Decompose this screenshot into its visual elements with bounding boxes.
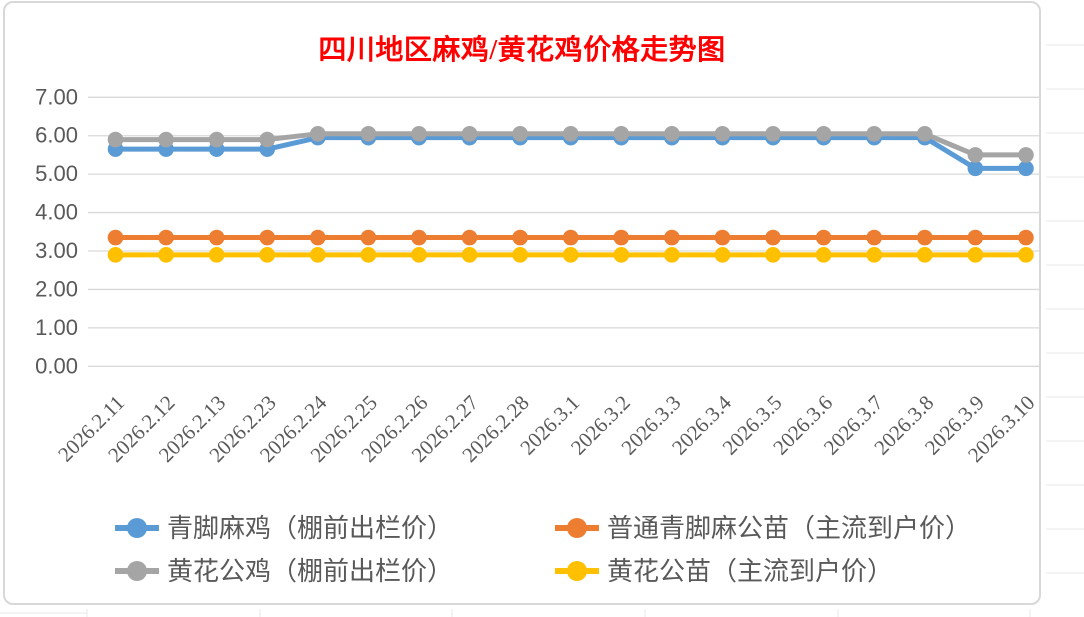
data-point <box>967 147 984 163</box>
legend-marker-icon <box>567 518 587 538</box>
gridlines <box>88 96 1040 367</box>
data-point <box>208 229 225 246</box>
legend: 青脚麻鸡（棚前出栏价） 普通青脚麻公苗（主流到户价） 黄花公鸡（棚前出栏价） 黄花公苗… <box>115 514 971 586</box>
legend-label: 青脚麻鸡（棚前出栏价） <box>167 514 453 543</box>
data-point <box>1018 160 1034 177</box>
data-point <box>967 247 984 263</box>
legend-label: 普通青脚麻公苗（主流到户价） <box>607 514 971 543</box>
data-point <box>259 229 276 246</box>
legend-marker-icon <box>567 561 587 581</box>
data-point <box>815 229 832 246</box>
y-axis-labels: 0.00 1.00 2.00 3.00 4.00 5.00 6.00 7.00 <box>35 84 78 378</box>
data-point <box>714 125 731 142</box>
x-axis-labels: 2026.2.112026.2.122026.2.132026.2.232026… <box>53 390 1039 467</box>
data-point <box>411 125 427 142</box>
data-point <box>664 229 680 246</box>
data-point <box>916 125 933 142</box>
data-point <box>562 229 579 246</box>
data-point <box>866 247 882 263</box>
legend-item-2: 黄花公鸡（棚前出栏价） <box>115 557 453 586</box>
data-point <box>158 247 174 263</box>
data-point <box>107 247 124 263</box>
data-point <box>310 125 326 142</box>
data-point <box>259 247 276 263</box>
data-point <box>664 125 680 142</box>
data-point <box>512 125 528 142</box>
data-point <box>866 125 882 142</box>
data-point <box>815 125 832 142</box>
data-point <box>714 229 731 246</box>
data-point <box>613 125 630 142</box>
spreadsheet-gridlines <box>0 44 1084 617</box>
data-point <box>765 247 781 263</box>
data-point <box>664 247 680 263</box>
y-tick-label: 5.00 <box>35 161 78 186</box>
legend-label: 黄花公鸡（棚前出栏价） <box>167 557 453 586</box>
data-point <box>765 229 781 246</box>
legend-item-3: 黄花公苗（主流到户价） <box>555 557 893 586</box>
legend-item-1: 普通青脚麻公苗（主流到户价） <box>555 514 971 543</box>
data-point <box>107 131 124 148</box>
data-point <box>208 131 225 148</box>
series-line-2 <box>107 125 1034 163</box>
data-point <box>158 131 174 148</box>
data-point <box>411 229 427 246</box>
data-point <box>158 229 174 246</box>
data-point <box>107 229 124 246</box>
data-point <box>1018 147 1034 163</box>
data-point <box>613 247 630 263</box>
data-point <box>310 247 326 263</box>
data-point <box>765 125 781 142</box>
y-tick-label: 2.00 <box>35 276 78 301</box>
data-point <box>613 229 630 246</box>
data-point <box>967 229 984 246</box>
data-point <box>714 247 731 263</box>
chart-title: 四川地区麻鸡/黄花鸡价格走势图 <box>318 35 726 66</box>
data-point <box>208 247 225 263</box>
data-point <box>512 229 528 246</box>
data-point <box>967 160 984 177</box>
data-point <box>562 247 579 263</box>
data-point <box>815 247 832 263</box>
data-point <box>259 131 276 148</box>
series-line-1 <box>107 229 1034 246</box>
legend-label: 黄花公苗（主流到户价） <box>607 557 893 586</box>
data-point <box>461 125 478 142</box>
legend-marker-icon <box>127 518 147 538</box>
data-point <box>411 247 427 263</box>
data-point <box>360 247 377 263</box>
y-tick-label: 1.00 <box>35 315 78 340</box>
data-point <box>360 229 377 246</box>
y-tick-label: 7.00 <box>35 84 78 109</box>
data-point <box>512 247 528 263</box>
data-point <box>916 247 933 263</box>
y-tick-label: 3.00 <box>35 238 78 263</box>
y-tick-label: 4.00 <box>35 200 78 225</box>
y-tick-label: 6.00 <box>35 123 78 148</box>
data-point <box>310 229 326 246</box>
data-point <box>461 247 478 263</box>
data-point <box>1018 247 1034 263</box>
legend-item-0: 青脚麻鸡（棚前出栏价） <box>115 514 453 543</box>
data-point <box>1018 229 1034 246</box>
data-point <box>916 229 933 246</box>
data-point <box>461 229 478 246</box>
chart-border <box>3 1 1041 605</box>
data-point <box>866 229 882 246</box>
data-point <box>360 125 377 142</box>
data-point <box>562 125 579 142</box>
y-tick-label: 0.00 <box>35 353 78 378</box>
series-line-3 <box>107 247 1034 263</box>
legend-marker-icon <box>127 561 147 581</box>
